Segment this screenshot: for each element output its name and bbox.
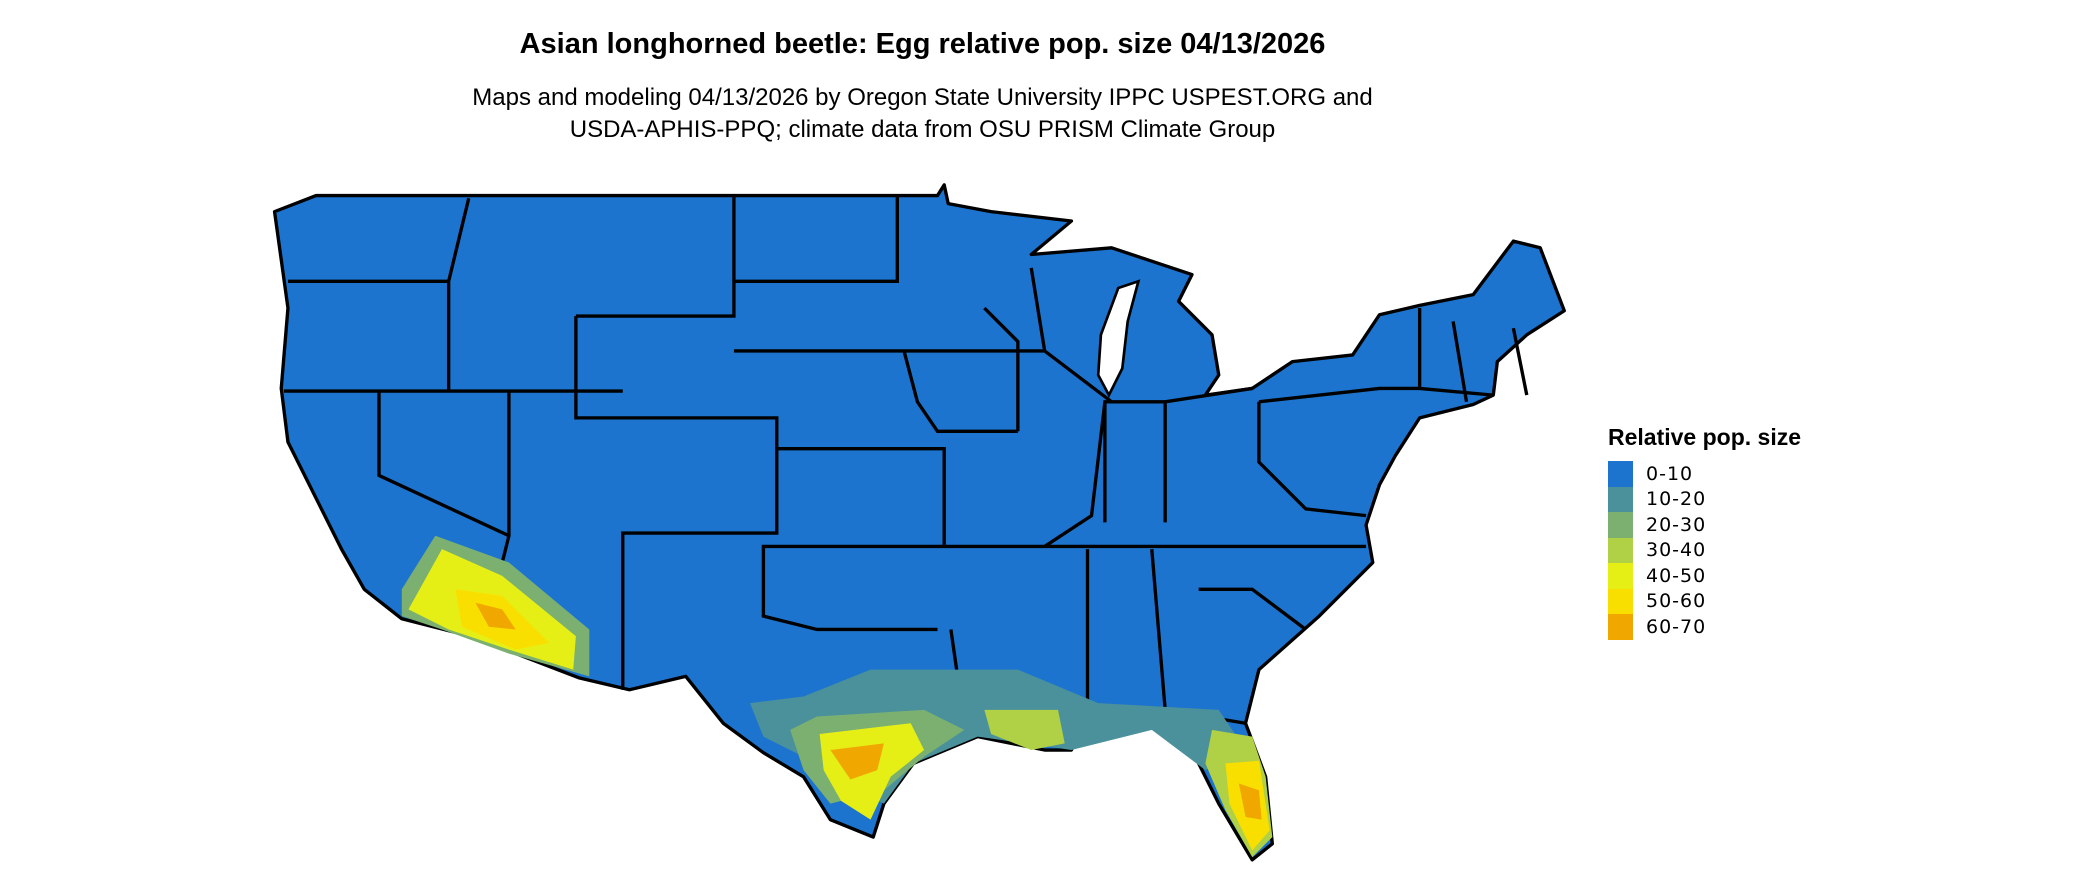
legend-swatch xyxy=(1608,461,1633,487)
lake-michigan xyxy=(1096,279,1141,399)
state-borders xyxy=(283,195,1529,725)
legend-label: 40-50 xyxy=(1646,564,1707,587)
legend-item: 10-20 xyxy=(1608,486,1801,512)
legend-item: 60-70 xyxy=(1608,614,1801,640)
map-subtitle-line-2: USDA-APHIS-PPQ; climate data from OSU PR… xyxy=(569,116,1276,143)
map-subtitle-line-1: Maps and modeling 04/13/2026 by Oregon S… xyxy=(472,84,1373,111)
legend-label: 50-60 xyxy=(1646,590,1707,613)
legend: Relative pop. size 0-10 10-20 20-30 30-40 40… xyxy=(1608,424,1801,640)
legend-label: 0-10 xyxy=(1646,462,1694,485)
legend-swatch xyxy=(1608,512,1633,538)
legend-swatch xyxy=(1608,588,1633,614)
legend-label: 20-30 xyxy=(1646,513,1707,536)
legend-label: 60-70 xyxy=(1646,615,1707,638)
legend-item: 0-10 xyxy=(1608,461,1801,487)
legend-swatch xyxy=(1608,486,1633,512)
suitability-patches xyxy=(401,535,1273,858)
legend-swatch xyxy=(1608,614,1633,640)
legend-title: Relative pop. size xyxy=(1608,424,1802,450)
legend-swatch xyxy=(1608,537,1633,563)
map-title: Asian longhorned beetle: Egg relative po… xyxy=(519,28,1326,60)
legend-item: 20-30 xyxy=(1608,512,1801,538)
legend-item: 30-40 xyxy=(1608,537,1801,563)
legend-swatch xyxy=(1608,563,1633,589)
conus-region-0-10 xyxy=(272,183,1566,862)
legend-label: 30-40 xyxy=(1646,539,1707,562)
legend-label: 10-20 xyxy=(1646,488,1707,511)
legend-item: 50-60 xyxy=(1608,588,1801,614)
legend-item: 40-50 xyxy=(1608,563,1801,589)
